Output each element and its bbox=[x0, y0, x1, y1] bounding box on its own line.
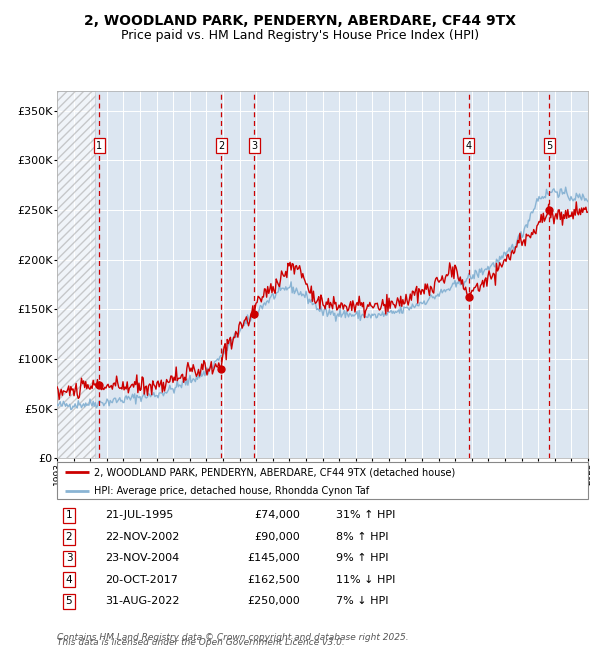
Text: 7% ↓ HPI: 7% ↓ HPI bbox=[336, 596, 389, 606]
Bar bbox=[57, 91, 95, 458]
Text: 2: 2 bbox=[65, 532, 73, 542]
Text: £74,000: £74,000 bbox=[254, 510, 300, 521]
Text: 21-JUL-1995: 21-JUL-1995 bbox=[105, 510, 173, 521]
Text: This data is licensed under the Open Government Licence v3.0.: This data is licensed under the Open Gov… bbox=[57, 638, 345, 647]
Text: 2, WOODLAND PARK, PENDERYN, ABERDARE, CF44 9TX: 2, WOODLAND PARK, PENDERYN, ABERDARE, CF… bbox=[84, 14, 516, 29]
Text: HPI: Average price, detached house, Rhondda Cynon Taf: HPI: Average price, detached house, Rhon… bbox=[94, 486, 369, 496]
Text: 4: 4 bbox=[65, 575, 73, 585]
Text: £145,000: £145,000 bbox=[247, 553, 300, 564]
Text: 31% ↑ HPI: 31% ↑ HPI bbox=[336, 510, 395, 521]
Text: £162,500: £162,500 bbox=[247, 575, 300, 585]
Text: 3: 3 bbox=[251, 140, 257, 151]
Text: 22-NOV-2002: 22-NOV-2002 bbox=[105, 532, 179, 542]
Text: 3: 3 bbox=[65, 553, 73, 564]
Text: 2: 2 bbox=[218, 140, 224, 151]
Text: 1: 1 bbox=[65, 510, 73, 521]
Text: 2, WOODLAND PARK, PENDERYN, ABERDARE, CF44 9TX (detached house): 2, WOODLAND PARK, PENDERYN, ABERDARE, CF… bbox=[94, 467, 455, 477]
Text: 31-AUG-2022: 31-AUG-2022 bbox=[105, 596, 179, 606]
Text: Price paid vs. HM Land Registry's House Price Index (HPI): Price paid vs. HM Land Registry's House … bbox=[121, 29, 479, 42]
Text: 5: 5 bbox=[65, 596, 73, 606]
Text: 5: 5 bbox=[546, 140, 553, 151]
Text: 8% ↑ HPI: 8% ↑ HPI bbox=[336, 532, 389, 542]
Text: 11% ↓ HPI: 11% ↓ HPI bbox=[336, 575, 395, 585]
Text: 9% ↑ HPI: 9% ↑ HPI bbox=[336, 553, 389, 564]
FancyBboxPatch shape bbox=[57, 462, 588, 499]
Text: 20-OCT-2017: 20-OCT-2017 bbox=[105, 575, 178, 585]
Text: £90,000: £90,000 bbox=[254, 532, 300, 542]
Text: 23-NOV-2004: 23-NOV-2004 bbox=[105, 553, 179, 564]
Text: Contains HM Land Registry data © Crown copyright and database right 2025.: Contains HM Land Registry data © Crown c… bbox=[57, 632, 409, 642]
Text: £250,000: £250,000 bbox=[247, 596, 300, 606]
Text: 1: 1 bbox=[96, 140, 103, 151]
Text: 4: 4 bbox=[466, 140, 472, 151]
